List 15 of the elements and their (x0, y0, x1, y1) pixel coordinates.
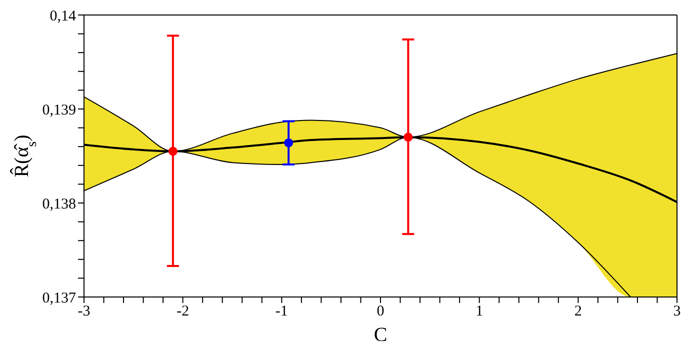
x-tick-label: -1 (275, 304, 288, 320)
y-tick-label: 0,137 (42, 290, 76, 306)
x-axis-title: C (374, 324, 388, 346)
point (284, 138, 294, 148)
x-tick-label: 2 (574, 304, 582, 320)
y-tick-label: 0,139 (42, 102, 76, 118)
x-tick-label: -3 (78, 304, 90, 320)
point (168, 146, 178, 156)
x-tick-label: 0 (376, 304, 384, 320)
y-tick-label: 0,14 (50, 8, 76, 24)
point (404, 132, 413, 142)
x-tick-label: 1 (476, 304, 484, 320)
y-tick-label: 0,138 (42, 196, 76, 212)
x-tick-label: 3 (673, 304, 681, 320)
x-tick-label: -2 (176, 304, 190, 320)
